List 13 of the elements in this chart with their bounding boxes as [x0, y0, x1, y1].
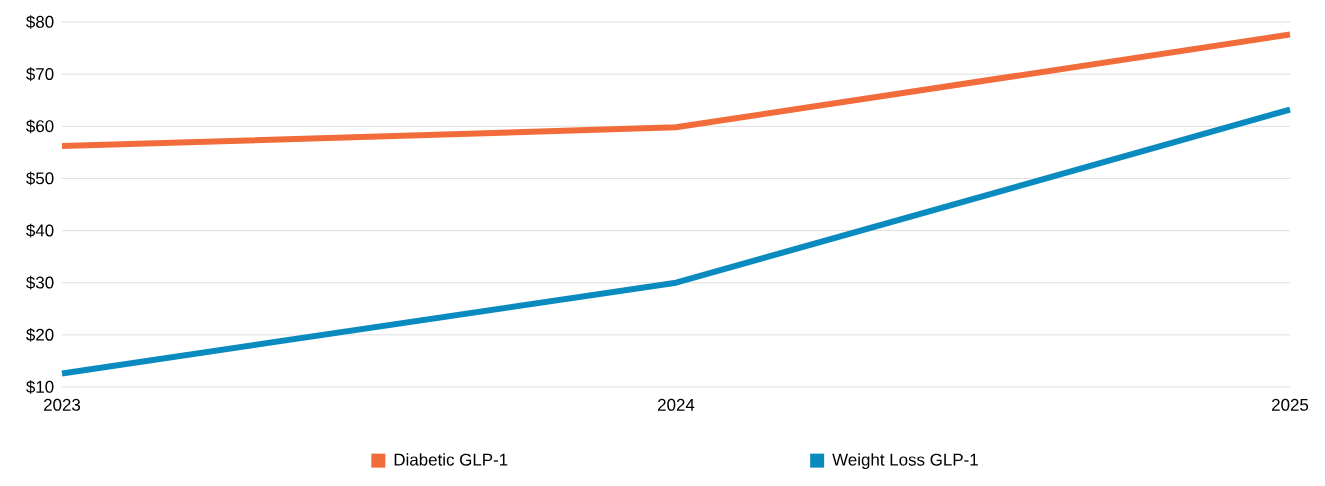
y-tick-label: $50 — [26, 171, 54, 186]
y-tick-label: $80 — [26, 15, 54, 29]
legend-label: Weight Loss GLP-1 — [832, 453, 978, 470]
x-tick-label: 2025 — [1272, 398, 1309, 411]
x-tick-label: 2023 — [44, 398, 81, 411]
y-tick-label: $10 — [26, 380, 54, 394]
legend-label: Diabetic GLP-1 — [394, 453, 508, 466]
y-tick-label: $70 — [26, 67, 54, 81]
y-tick-label: $20 — [26, 328, 54, 342]
y-tick-label: $30 — [26, 275, 54, 290]
x-tick-label: 2024 — [658, 398, 695, 411]
y-tick-label: $40 — [26, 223, 54, 238]
y-tick-label: $60 — [26, 119, 54, 134]
